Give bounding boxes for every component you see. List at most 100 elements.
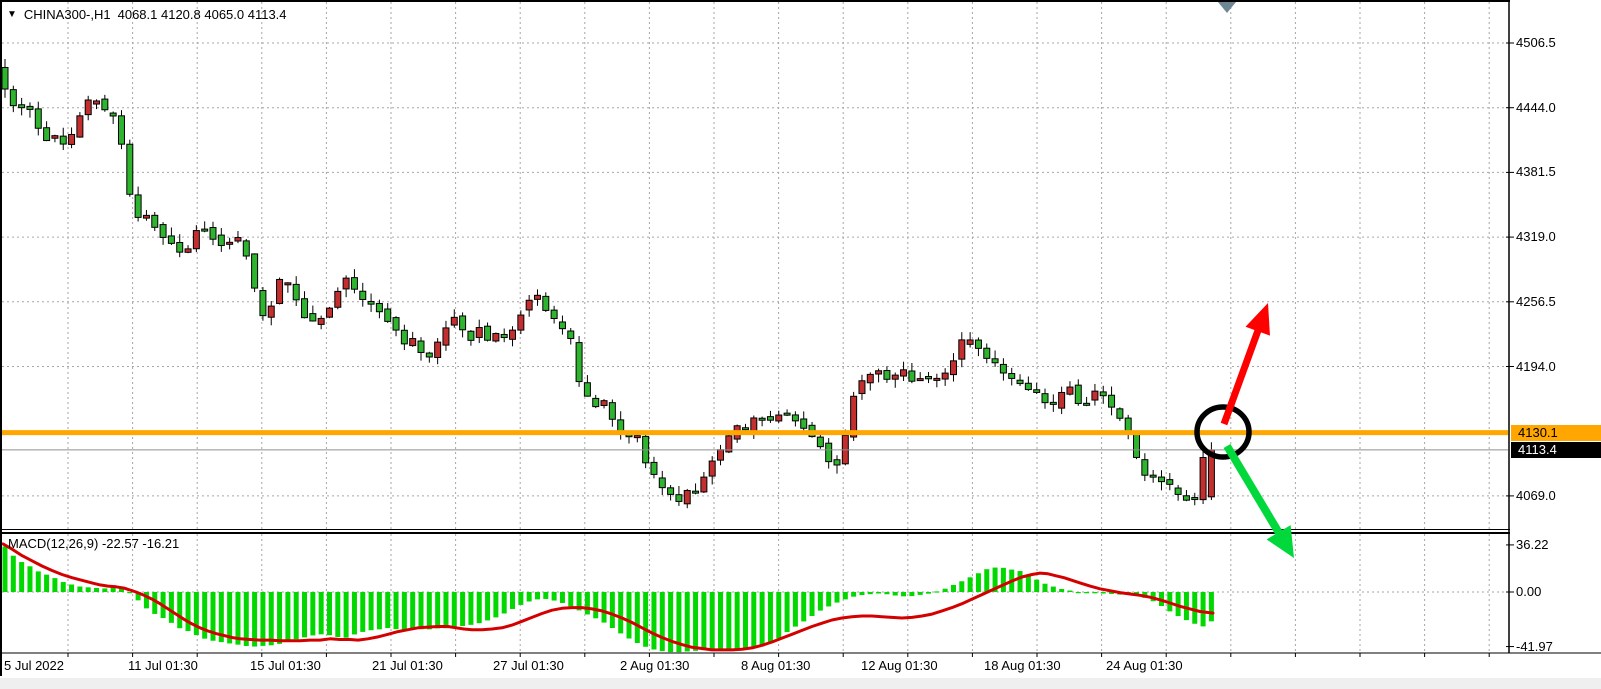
candle-bullish xyxy=(949,360,957,376)
macd-histogram-bar xyxy=(609,592,615,628)
macd-histogram-bar xyxy=(493,592,499,618)
candle-bearish xyxy=(675,494,683,502)
candle-bullish xyxy=(68,133,76,145)
macd-histogram-bar xyxy=(776,592,782,639)
macd-histogram-bar xyxy=(967,577,973,592)
candle-bearish xyxy=(359,290,367,300)
macd-histogram-bar xyxy=(60,582,66,592)
symbol-timeframe-label: CHINA300-,H1 xyxy=(23,7,111,22)
macd-histogram-bar xyxy=(1192,592,1198,624)
candle-bearish xyxy=(384,308,392,322)
candle-bullish xyxy=(492,332,500,342)
candle-bullish xyxy=(342,277,350,290)
candle-bullish xyxy=(966,339,974,345)
macd-histogram-bar xyxy=(376,592,382,630)
candle-bullish xyxy=(226,241,234,245)
macd-axis-label: 0.00 xyxy=(1516,584,1542,599)
macd-histogram-bar xyxy=(94,587,100,592)
macd-histogram-bar xyxy=(310,592,316,636)
candle-bearish xyxy=(217,234,225,246)
candle-bullish xyxy=(525,299,533,311)
candle-bearish xyxy=(59,135,67,145)
candle-bearish xyxy=(117,115,125,145)
macd-histogram-bar xyxy=(718,592,724,650)
macd-histogram-bar xyxy=(626,592,632,639)
candle-bearish xyxy=(1008,373,1016,379)
macd-histogram-bar xyxy=(435,592,441,629)
annotation-arrow-down-head xyxy=(1266,525,1294,558)
macd-histogram-bar xyxy=(701,592,707,651)
candle-bearish xyxy=(758,417,766,421)
candle-bearish xyxy=(1041,393,1049,404)
macd-histogram-bar xyxy=(85,587,91,592)
macd-histogram-bar xyxy=(975,573,981,592)
candle-bullish xyxy=(276,278,284,304)
candle-bearish xyxy=(783,412,791,416)
macd-histogram-bar xyxy=(767,592,773,644)
price-axis-label: 4069.0 xyxy=(1516,487,1556,503)
candle-bullish xyxy=(409,338,417,347)
candle-bearish xyxy=(567,330,575,340)
price-axis-label: 4444.0 xyxy=(1516,99,1556,115)
candle-bearish xyxy=(1049,401,1057,405)
candle-bullish xyxy=(717,449,725,461)
macd-signal-line xyxy=(1,542,1215,652)
candle-bearish xyxy=(375,302,383,313)
candle-bearish xyxy=(1149,474,1157,478)
macd-histogram-bar xyxy=(1175,592,1181,617)
macd-histogram-bar xyxy=(934,591,940,593)
candle-bearish xyxy=(1083,402,1091,406)
window-border-top xyxy=(0,0,1510,2)
candle-bullish xyxy=(533,294,541,300)
candle-bearish xyxy=(400,329,408,345)
macd-histogram-bar xyxy=(326,592,332,636)
macd-histogram-bar xyxy=(368,592,374,631)
macd-histogram-bar xyxy=(44,574,50,592)
macd-histogram-bar xyxy=(443,592,449,629)
window-border-left xyxy=(0,0,2,676)
macd-histogram-bar xyxy=(684,592,690,652)
candle-bullish xyxy=(891,374,899,380)
macd-histogram-bar xyxy=(1092,592,1098,594)
time-axis-label: 24 Aug 01:30 xyxy=(1106,658,1183,673)
candle-bullish xyxy=(334,290,342,308)
macd-histogram-bar xyxy=(742,592,748,650)
price-axis-label: 4256.5 xyxy=(1516,293,1556,309)
candle-bearish xyxy=(1099,391,1107,397)
candle-bullish xyxy=(683,490,691,505)
candle-bullish xyxy=(317,317,325,325)
time-axis-label: 2 Aug 01:30 xyxy=(620,658,690,673)
candle-bearish xyxy=(467,330,475,341)
macd-histogram-bar xyxy=(393,592,399,630)
macd-histogram-bar xyxy=(809,592,815,617)
bottom-scroll-strip[interactable] xyxy=(0,678,1601,689)
macd-histogram-bar xyxy=(360,592,366,632)
macd-histogram-bar xyxy=(634,592,640,644)
candle-bullish xyxy=(1199,457,1207,501)
candle-bearish xyxy=(1108,394,1116,408)
candle-bullish xyxy=(192,230,200,250)
macd-histogram-bar xyxy=(1183,592,1189,621)
macd-histogram-bar xyxy=(1084,592,1090,594)
candle-bearish xyxy=(459,315,467,331)
candle-bullish xyxy=(1066,386,1074,395)
macd-histogram-bar xyxy=(102,588,108,592)
symbol-dropdown-icon[interactable]: ▼ xyxy=(7,8,17,20)
chart-title-bar[interactable]: ▼ CHINA300-,H1 4068.1 4120.8 4065.0 4113… xyxy=(7,7,287,22)
macd-histogram-bar xyxy=(534,592,540,600)
macd-histogram-bar xyxy=(135,592,141,601)
candle-bearish xyxy=(159,224,167,238)
macd-histogram-bar xyxy=(784,592,790,633)
macd-histogram-bar xyxy=(27,566,33,592)
macd-histogram-bar xyxy=(651,592,657,650)
macd-histogram-bar xyxy=(668,592,674,653)
macd-histogram-bar xyxy=(302,592,308,638)
candle-bearish xyxy=(309,313,317,322)
candle-bearish xyxy=(1024,382,1032,391)
macd-histogram-bar xyxy=(618,592,624,634)
macd-histogram-bar xyxy=(884,592,890,595)
price-axis-label: 4381.5 xyxy=(1516,164,1556,180)
macd-indicator-label: MACD(12,26,9) -22.57 -16.21 xyxy=(8,536,179,551)
candle-bearish xyxy=(999,363,1007,374)
